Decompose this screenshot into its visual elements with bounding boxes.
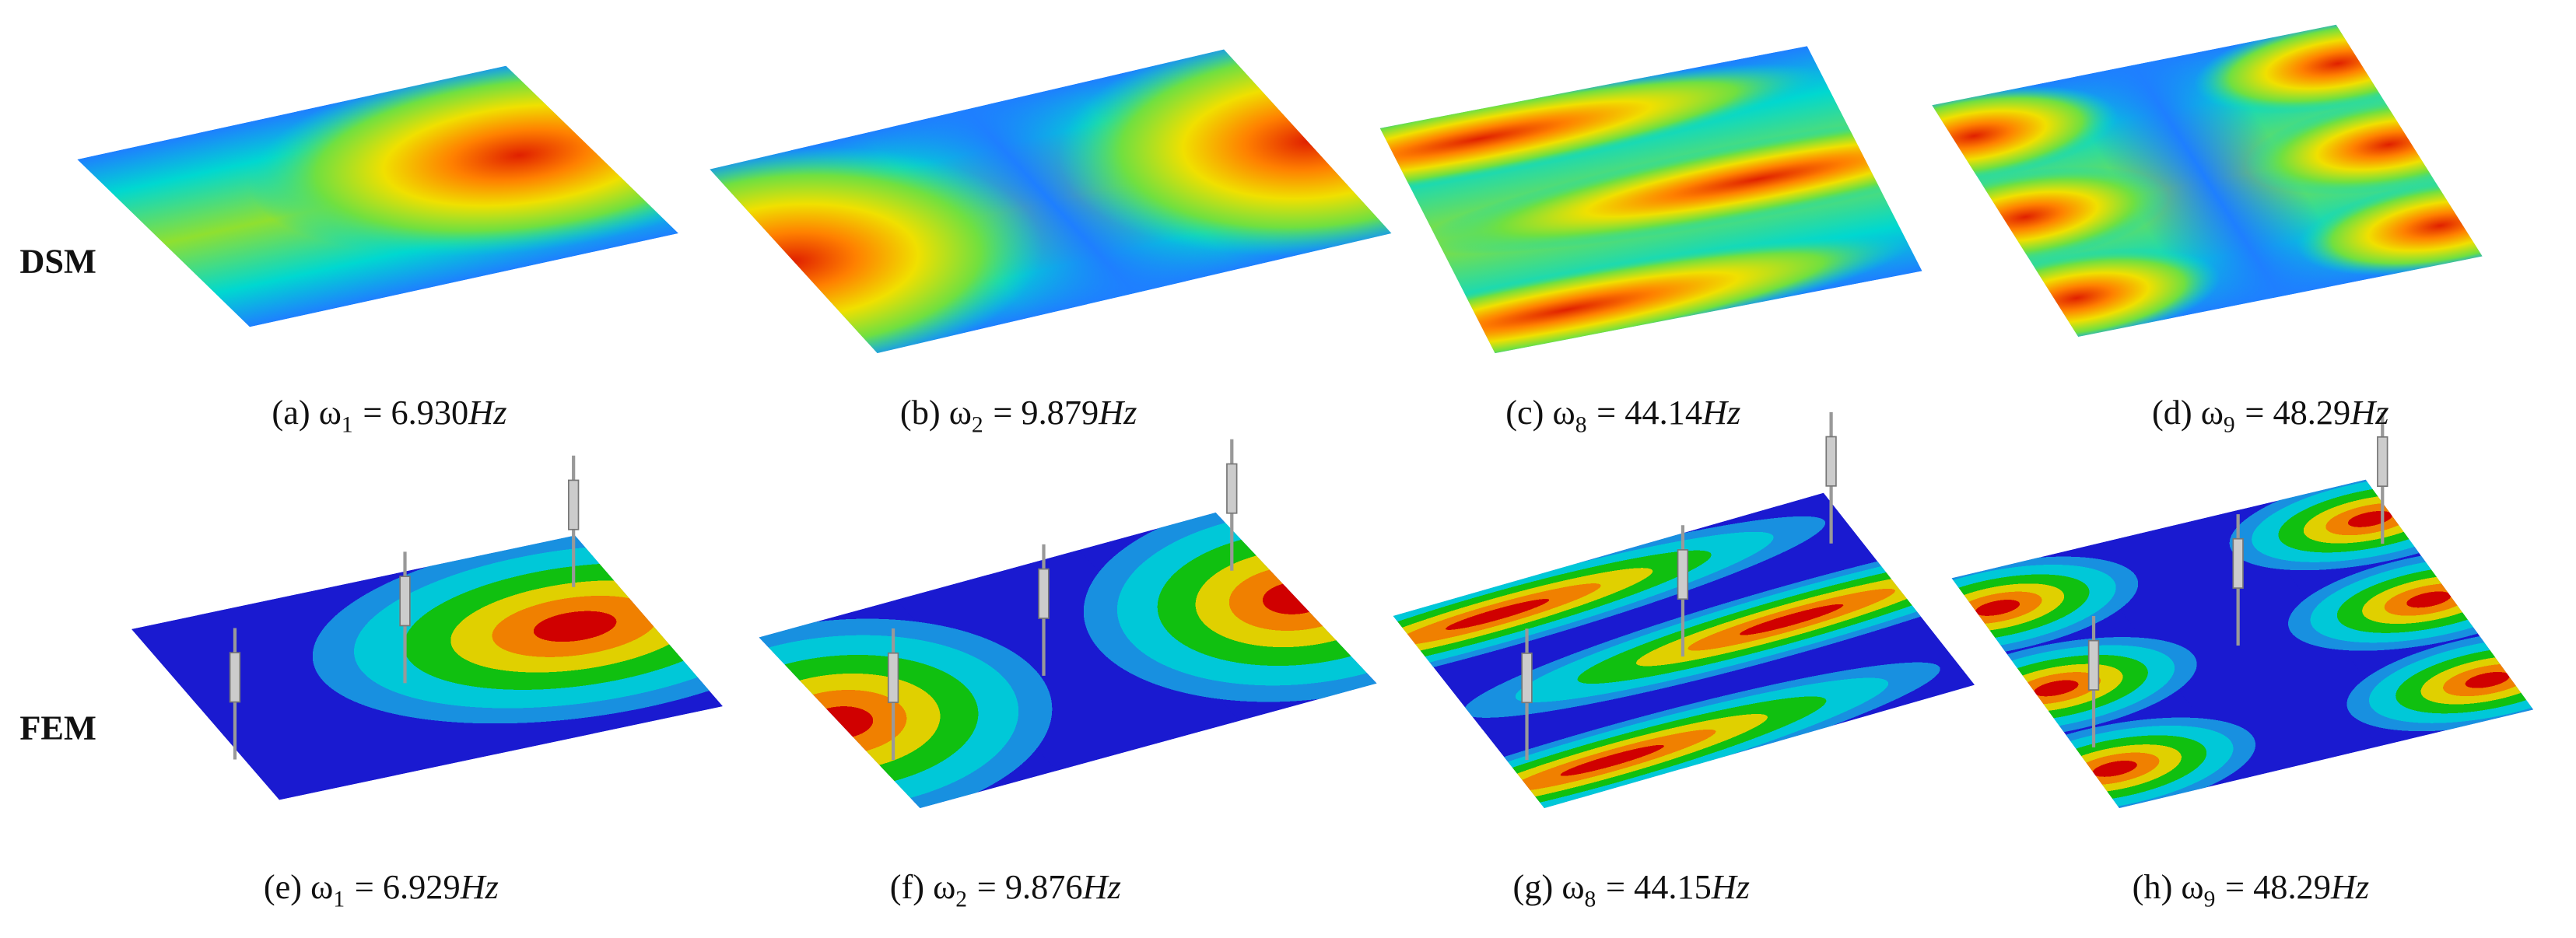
hot-spot: [1951, 554, 2146, 662]
caption-prefix: (h) ω: [2133, 867, 2204, 906]
caption: (f) ω2 = 9.876Hz: [890, 867, 1121, 912]
caption-unit: Hz: [1098, 393, 1137, 432]
caption-subscript: 1: [342, 412, 353, 437]
caption-value: = 9.876: [977, 867, 1083, 906]
caption-subscript: 8: [1575, 412, 1587, 437]
caption-unit: Hz: [1082, 867, 1121, 906]
hot-spot: [1058, 49, 1392, 257]
nodal-band: [2053, 48, 2361, 313]
spring-coil: [1825, 436, 1837, 487]
hot-spot: [1415, 103, 1922, 254]
caption-value: = 9.879: [993, 393, 1099, 432]
spring-coil: [1677, 549, 1689, 600]
nodal-band: [895, 550, 1240, 771]
hot-spot: [710, 146, 1043, 354]
spring-coil: [2232, 537, 2244, 589]
mode-panel: [1932, 24, 2483, 338]
spring-coil: [1226, 463, 1238, 514]
caption-subscript: 2: [955, 887, 967, 912]
caption: (e) ω1 = 6.929Hz: [264, 867, 499, 912]
caption-value: = 44.14: [1596, 393, 1702, 432]
row-label: FEM: [19, 708, 96, 747]
caption-prefix: (e) ω: [264, 867, 333, 906]
caption-unit: Hz: [1702, 393, 1740, 432]
hot-spot: [1379, 64, 1822, 214]
caption-unit: Hz: [1711, 867, 1750, 906]
hot-spot: [2296, 175, 2483, 276]
caption: (a) ω1 = 6.930Hz: [272, 393, 506, 438]
spring-coil: [1038, 568, 1050, 619]
caption-subscript: 8: [1585, 887, 1596, 912]
caption-prefix: (f) ω: [890, 867, 956, 906]
hot-spot: [1393, 511, 1843, 718]
hot-spot: [1932, 86, 2119, 187]
caption-unit: Hz: [460, 867, 499, 906]
spring-coil: [567, 479, 580, 530]
caption: (h) ω9 = 48.29Hz: [2133, 867, 2369, 912]
caption: (b) ω2 = 9.879Hz: [900, 393, 1137, 438]
spring-coil: [1521, 653, 1533, 704]
hot-spot: [1072, 512, 1377, 708]
caption-subscript: 9: [2224, 412, 2235, 437]
caption-prefix: (d) ω: [2152, 393, 2224, 432]
caption-value: = 48.29: [2245, 393, 2350, 432]
row-label: DSM: [19, 242, 96, 281]
surface: [1932, 24, 2483, 338]
nodal-band: [2076, 509, 2410, 779]
caption-prefix: (a) ω: [272, 393, 341, 432]
caption: (d) ω9 = 48.29Hz: [2152, 393, 2388, 438]
surface: [710, 49, 1392, 354]
spring-coil: [887, 652, 899, 703]
spring-coil: [399, 576, 411, 627]
hot-spot: [2339, 626, 2534, 734]
caption-subscript: 9: [2204, 887, 2216, 912]
caption-unit: Hz: [468, 393, 506, 432]
caption-value: = 48.29: [2225, 867, 2331, 906]
caption-prefix: (c) ω: [1505, 393, 1575, 432]
caption-prefix: (g) ω: [1513, 867, 1585, 906]
caption-subscript: 1: [333, 887, 345, 912]
mode-shapes: [77, 24, 2534, 809]
caption-value: = 6.930: [363, 393, 468, 432]
spring-coil: [2087, 639, 2100, 691]
caption-value: = 6.929: [355, 867, 461, 906]
caption: (g) ω8 = 44.15Hz: [1513, 867, 1750, 912]
caption: (c) ω8 = 44.14Hz: [1505, 393, 1740, 438]
hot-spot: [1393, 657, 1957, 809]
spring-coil: [2377, 436, 2388, 488]
caption-prefix: (b) ω: [900, 393, 972, 432]
caption-value: = 44.15: [1606, 867, 1712, 906]
mode-panel: [710, 49, 1392, 354]
caption-unit: Hz: [2330, 867, 2369, 906]
caption-unit: Hz: [2350, 393, 2388, 432]
spring-coil: [229, 652, 241, 703]
nodal-band: [864, 85, 1238, 317]
caption-subscript: 2: [972, 412, 983, 437]
